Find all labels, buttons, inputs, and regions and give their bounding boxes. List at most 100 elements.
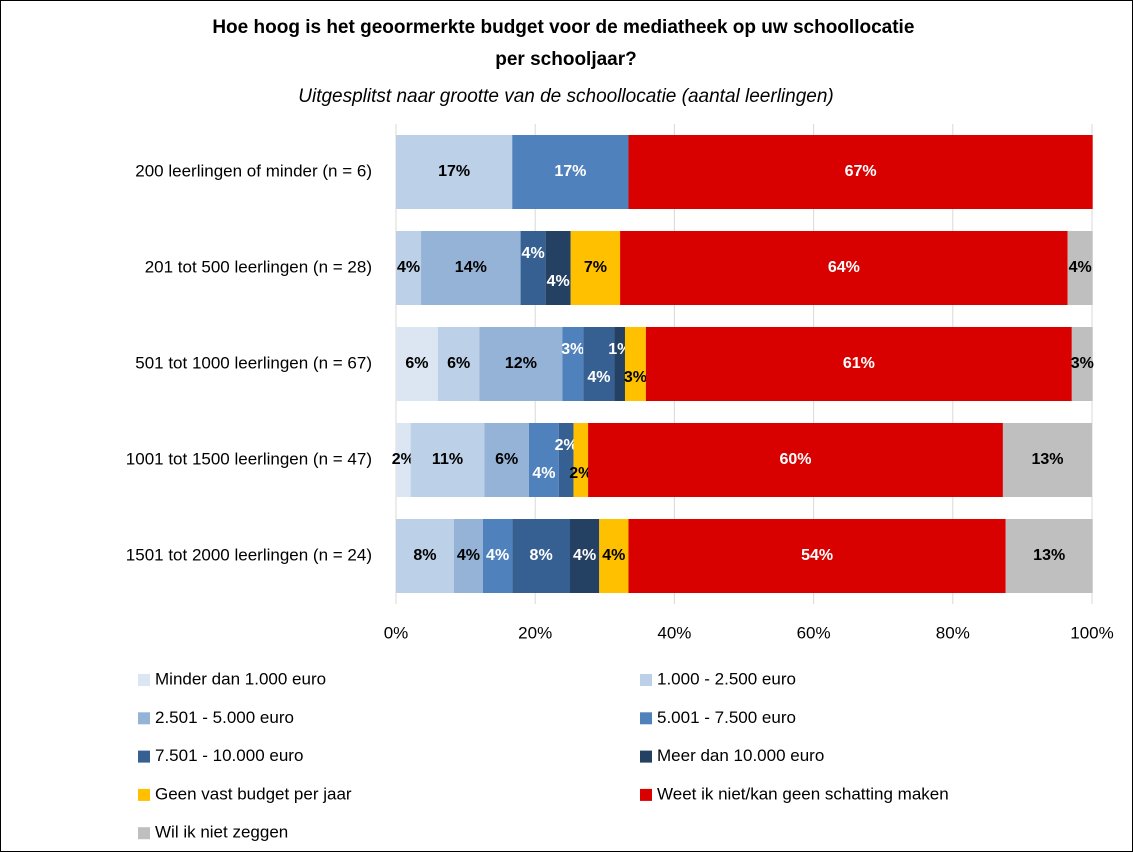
y-tick-label: 200 leerlingen of minder (n = 6)	[135, 161, 372, 180]
bar-segment	[570, 519, 600, 593]
bar-segment	[396, 135, 513, 209]
data-label: 11%	[432, 451, 463, 468]
bar-segment	[1071, 327, 1093, 401]
data-label: 4%	[522, 245, 545, 262]
bar-segment	[599, 519, 629, 593]
data-label: 6%	[447, 355, 470, 372]
bar-segment	[512, 519, 570, 593]
data-label: 13%	[1033, 547, 1065, 564]
legend-swatch	[138, 674, 150, 686]
bar-segment	[628, 135, 1093, 209]
data-label: 4%	[587, 369, 610, 386]
y-tick-label: 1001 tot 1500 leerlingen (n = 47)	[126, 449, 372, 468]
bar-segment	[512, 135, 629, 209]
bar-segment	[588, 423, 1003, 497]
legend-label: Minder dan 1.000 euro	[155, 669, 326, 688]
legend-label: 2.501 - 5.000 euro	[155, 708, 294, 727]
data-label: 4%	[602, 547, 625, 564]
data-label: 60%	[779, 451, 811, 468]
bar-segment	[484, 423, 529, 497]
data-label: 8%	[413, 547, 436, 564]
x-tick-label: 80%	[936, 623, 970, 642]
bar-segment	[570, 231, 621, 305]
legend-swatch	[138, 750, 150, 763]
legend-swatch	[138, 712, 150, 725]
bar-segment	[645, 327, 1072, 401]
bar-segment	[396, 423, 411, 497]
bar-segment	[483, 519, 513, 593]
data-label: 3%	[624, 369, 647, 386]
bar-segment	[396, 231, 422, 305]
bar-segment	[479, 327, 563, 401]
legend-swatch	[640, 712, 652, 725]
data-label: 67%	[845, 163, 877, 180]
data-label: 3%	[561, 341, 584, 358]
legend-label: 5.001 - 7.500 euro	[657, 708, 796, 727]
legend-swatch	[138, 827, 150, 840]
data-label: 8%	[530, 547, 553, 564]
bar-segment	[421, 231, 521, 305]
bar-segment	[410, 423, 485, 497]
bar-segment	[1067, 231, 1093, 305]
data-label: 64%	[828, 259, 860, 276]
x-tick-label: 60%	[797, 623, 831, 642]
x-tick-label: 100%	[1070, 623, 1113, 642]
bar-segment	[1005, 519, 1093, 593]
data-label: 61%	[843, 355, 875, 372]
data-label: 17%	[554, 163, 586, 180]
legend-swatch	[138, 788, 150, 801]
bar-segment	[453, 519, 483, 593]
data-label: 7%	[584, 259, 607, 276]
bar-segment	[520, 231, 546, 305]
data-label: 13%	[1031, 451, 1063, 468]
y-tick-label: 501 tot 1000 leerlingen (n = 67)	[135, 353, 372, 372]
y-tick-label: 201 tot 500 leerlingen (n = 28)	[145, 257, 372, 276]
data-label: 3%	[1071, 355, 1094, 372]
bar-segment	[558, 423, 574, 497]
bar-segment	[628, 519, 1006, 593]
bar-segment	[624, 327, 646, 401]
bar-segment	[614, 327, 625, 401]
data-label: 2%	[569, 465, 592, 482]
bar-segment	[396, 519, 454, 593]
legend-label: 1.000 - 2.500 euro	[657, 669, 796, 688]
x-tick-label: 0%	[384, 623, 409, 642]
bar-segment	[573, 423, 589, 497]
data-label: 6%	[405, 355, 428, 372]
data-label: 4%	[573, 547, 596, 564]
y-tick-label: 1501 tot 2000 leerlingen (n = 24)	[126, 545, 372, 564]
data-label: 17%	[438, 163, 470, 180]
data-label: 4%	[532, 465, 555, 482]
data-label: 4%	[1069, 259, 1092, 276]
data-label: 54%	[801, 547, 833, 564]
bar-segment	[528, 423, 559, 497]
bar-segment	[562, 327, 584, 401]
data-label: 4%	[547, 273, 570, 290]
bar-segment	[545, 231, 571, 305]
data-label: 12%	[505, 355, 537, 372]
chart-subtitle: Uitgesplitst naar grootte van de schooll…	[298, 86, 833, 107]
bar-segment	[583, 327, 615, 401]
bar-segment	[396, 327, 438, 401]
data-label: 2%	[392, 451, 415, 468]
data-label: 4%	[457, 547, 480, 564]
data-label: 2%	[555, 437, 578, 454]
bar-segment	[1002, 423, 1092, 497]
x-tick-label: 20%	[518, 623, 552, 642]
legend-label: Geen vast budget per jaar	[155, 784, 352, 803]
legend-swatch	[640, 674, 652, 686]
data-label: 4%	[486, 547, 509, 564]
chart-title: Hoe hoog is het geoormerkte budget voor …	[212, 17, 919, 70]
legend-label: Meer dan 10.000 euro	[657, 746, 824, 765]
data-label: 4%	[397, 259, 420, 276]
legend-label: Wil ik niet zeggen	[155, 823, 288, 842]
bar-segment	[620, 231, 1068, 305]
x-tick-label: 40%	[657, 623, 691, 642]
data-label: 6%	[495, 451, 518, 468]
data-label: 14%	[455, 259, 487, 276]
legend-swatch	[640, 750, 652, 763]
legend-swatch	[640, 788, 652, 801]
legend-label: Weet ik niet/kan geen schatting maken	[657, 784, 949, 803]
